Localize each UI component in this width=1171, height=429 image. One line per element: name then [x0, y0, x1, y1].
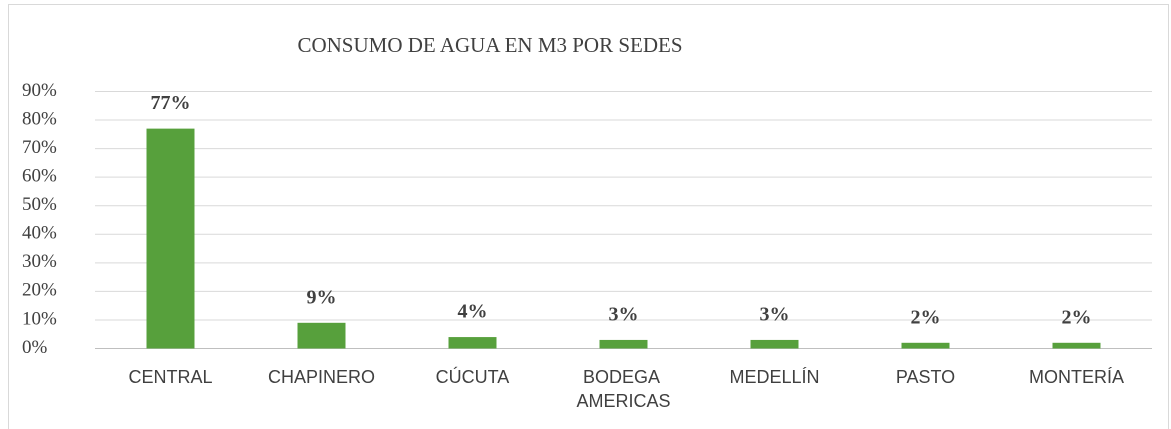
y-tick-label: 40%	[22, 223, 57, 244]
x-tick-label: CENTRAL	[128, 367, 212, 387]
y-tick-label: 90%	[22, 80, 57, 101]
data-label: 3%	[609, 304, 639, 326]
data-label: 2%	[1062, 306, 1092, 328]
chart-border	[8, 4, 1169, 429]
y-tick-label: 80%	[22, 108, 57, 129]
data-label: 2%	[911, 306, 941, 328]
y-tick-label: 50%	[22, 194, 57, 215]
data-label: 3%	[760, 304, 790, 326]
y-tick-label: 20%	[22, 280, 57, 301]
x-tick-label: MONTERÍA	[1029, 367, 1124, 387]
y-tick-label: 70%	[22, 137, 57, 158]
bar	[297, 322, 346, 349]
bar	[901, 342, 950, 349]
data-label: 9%	[307, 286, 337, 308]
y-tick-label: 30%	[22, 251, 57, 272]
bar	[750, 339, 799, 349]
x-tick-label: MEDELLÍN	[729, 367, 819, 387]
y-tick-label: 60%	[22, 166, 57, 187]
bar	[1052, 342, 1101, 349]
x-tick-label: BODEGA AMERICAS	[576, 367, 670, 411]
chart-title: CONSUMO DE AGUA EN M3 POR SEDES	[297, 33, 682, 57]
bar	[599, 339, 648, 349]
y-tick-label: 10%	[22, 308, 57, 329]
data-label: 4%	[458, 301, 488, 323]
bar	[146, 128, 195, 349]
bar	[448, 337, 497, 349]
data-label: 77%	[151, 92, 191, 114]
x-tick-label: CHAPINERO	[268, 367, 375, 387]
x-tick-label: CÚCUTA	[436, 366, 510, 387]
y-tick-label: 0%	[22, 337, 48, 358]
x-tick-label: PASTO	[896, 367, 955, 387]
